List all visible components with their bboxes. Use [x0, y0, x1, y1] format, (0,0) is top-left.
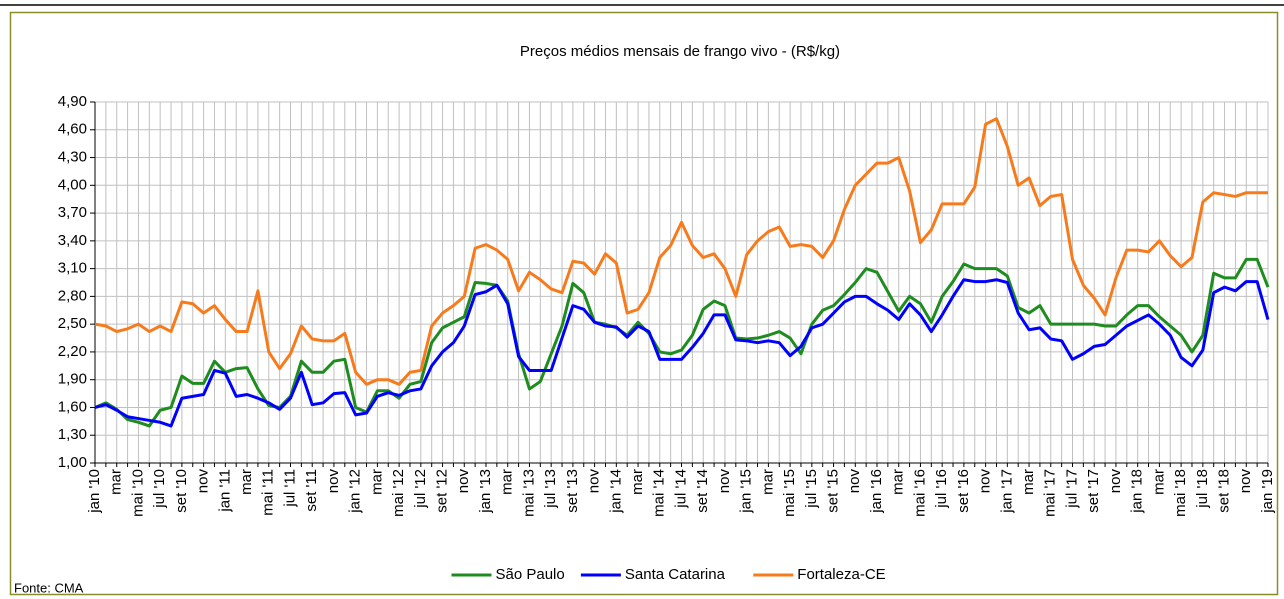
x-tick-label: nov: [1237, 469, 1254, 494]
x-tick-label: jul '12: [412, 469, 429, 509]
y-tick-label: 1,00: [58, 454, 87, 471]
x-tick-label: set '16: [955, 469, 972, 513]
x-tick-label: mar: [238, 469, 255, 495]
y-tick-label: 2,20: [58, 343, 87, 360]
x-tick-label: mar: [368, 469, 385, 495]
x-tick-label: mar: [890, 469, 907, 495]
x-tick-label: mar: [1150, 469, 1167, 495]
x-tick-label: jul '13: [542, 469, 559, 509]
y-tick-label: 3,40: [58, 232, 87, 249]
x-tick-label: nov: [846, 469, 863, 494]
x-tick-label: jan '12: [347, 469, 364, 514]
x-tick-label: mai '13: [520, 469, 537, 517]
x-tick-label: mar: [1020, 469, 1037, 495]
x-tick-label: jan '11: [216, 469, 233, 513]
x-tick-label: nov: [1107, 469, 1124, 494]
x-tick-label: jul '18: [1194, 469, 1211, 509]
x-tick-label: set '11: [303, 469, 320, 512]
x-tick-label: jan '16: [868, 469, 885, 514]
y-tick-label: 3,70: [58, 204, 87, 221]
x-tick-label: nov: [977, 469, 994, 494]
x-tick-label: jan '13: [477, 469, 494, 514]
y-tick-label: 4,90: [58, 93, 87, 110]
y-tick-label: 4,00: [58, 176, 87, 193]
x-tick-label: mai '16: [911, 469, 928, 517]
x-tick-label: jul '10: [151, 469, 168, 509]
x-tick-label: set '15: [825, 469, 842, 513]
x-tick-label: set '12: [434, 469, 451, 513]
x-tick-label: mar: [629, 469, 646, 495]
y-tick-label: 1,60: [58, 398, 87, 415]
x-tick-label: jan '14: [607, 469, 624, 514]
x-tick-label: mar: [499, 469, 516, 495]
legend-label: Fortaleza-CE: [797, 566, 885, 583]
x-tick-label: jul '15: [803, 469, 820, 509]
y-tick-label: 1,90: [58, 371, 87, 388]
x-tick-label: jan '10: [86, 469, 103, 514]
x-tick-label: jan '15: [738, 469, 755, 514]
x-tick-label: jul '17: [1063, 469, 1080, 509]
x-tick-label: nov: [716, 469, 733, 494]
x-tick-label: set '14: [694, 469, 711, 513]
x-tick-label: set '17: [1085, 469, 1102, 513]
legend-label: São Paulo: [496, 566, 565, 583]
y-tick-label: 1,30: [58, 426, 87, 443]
series-line: [94, 278, 1270, 428]
x-tick-label: nov: [455, 469, 472, 494]
legend-label: Santa Catarina: [625, 566, 726, 583]
x-tick-label: nov: [195, 469, 212, 494]
x-tick-label: jul '11: [281, 469, 298, 508]
x-tick-label: jan '18: [1129, 469, 1146, 514]
x-tick-label: mai '11: [260, 469, 277, 516]
chart-frame: [9, 11, 1279, 596]
y-tick-label: 2,50: [58, 315, 87, 332]
y-tick-label: 4,60: [58, 121, 87, 138]
x-tick-label: set '18: [1216, 469, 1233, 513]
x-tick-label: jan '19: [1259, 469, 1276, 514]
x-tick-label: jul '16: [933, 469, 950, 509]
x-tick-label: mai '14: [651, 469, 668, 517]
source-note: Fonte: CMA: [14, 580, 84, 595]
x-tick-label: mai '15: [781, 469, 798, 517]
x-tick-label: nov: [586, 469, 603, 494]
y-tick-label: 3,10: [58, 260, 87, 277]
y-tick-label: 2,80: [58, 287, 87, 304]
x-tick-label: jul '14: [672, 469, 689, 509]
x-tick-label: jan '17: [998, 469, 1015, 514]
x-tick-label: set '10: [173, 469, 190, 513]
x-tick-label: mar: [759, 469, 776, 495]
x-tick-label: mar: [108, 469, 125, 495]
series-line: [94, 117, 1268, 386]
x-tick-label: set '13: [564, 469, 581, 513]
x-tick-label: mai '18: [1172, 469, 1189, 517]
x-tick-label: mai '10: [129, 469, 146, 517]
x-tick-label: nov: [325, 469, 342, 494]
chart-title: Preços médios mensais de frango vivo - (…: [520, 43, 840, 60]
x-tick-label: mai '17: [1042, 469, 1059, 517]
x-tick-label: mai '12: [390, 469, 407, 517]
y-tick-label: 4,30: [58, 149, 87, 166]
